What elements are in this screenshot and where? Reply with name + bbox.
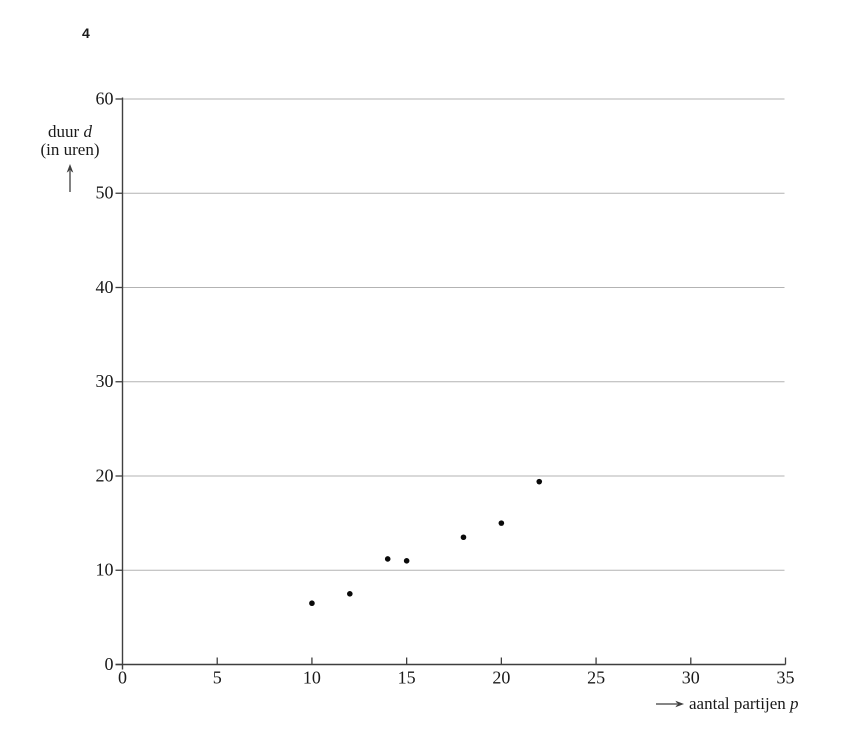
y-tick-label: 30 [96, 371, 114, 391]
data-point [403, 558, 410, 564]
y-tick-label: 10 [96, 560, 114, 580]
x-tick-label: 20 [492, 668, 510, 688]
y-tick-label: 50 [96, 183, 114, 203]
y-tick-label: 20 [96, 465, 114, 485]
x-tick-label: 15 [398, 668, 416, 688]
y-tick-label: 40 [96, 277, 114, 297]
data-point [384, 556, 391, 562]
x-tick-label: 25 [587, 668, 605, 688]
x-tick-label: 5 [213, 668, 222, 688]
x-tick-label: 30 [682, 668, 700, 688]
x-tick-label: 35 [777, 668, 795, 688]
y-axis-label: duur d (in uren) [33, 123, 107, 197]
data-point [460, 534, 467, 541]
x-axis-label-text: aantal partijen [689, 693, 786, 713]
question-number: 4 [82, 25, 90, 41]
data-point [309, 600, 315, 607]
y-tick-label: 60 [96, 88, 114, 108]
y-axis-label-text: duur [48, 122, 80, 141]
data-point [347, 591, 353, 597]
right-arrow-icon [656, 700, 684, 707]
x-axis-label-line: aantal partijen p [689, 694, 799, 714]
x-axis-label: aantal partijen p [656, 693, 799, 714]
up-arrow-icon [66, 164, 74, 192]
data-point [536, 478, 543, 485]
y-tick-label: 0 [105, 654, 114, 674]
data-point [498, 520, 505, 526]
x-axis-variable: p [790, 693, 799, 713]
y-axis-unit: (in uren) [40, 140, 100, 159]
x-tick-label: 10 [303, 668, 321, 688]
y-axis-variable: d [83, 122, 92, 141]
y-axis-label-line1: duur d [33, 123, 107, 141]
x-tick-label: 0 [118, 668, 127, 688]
